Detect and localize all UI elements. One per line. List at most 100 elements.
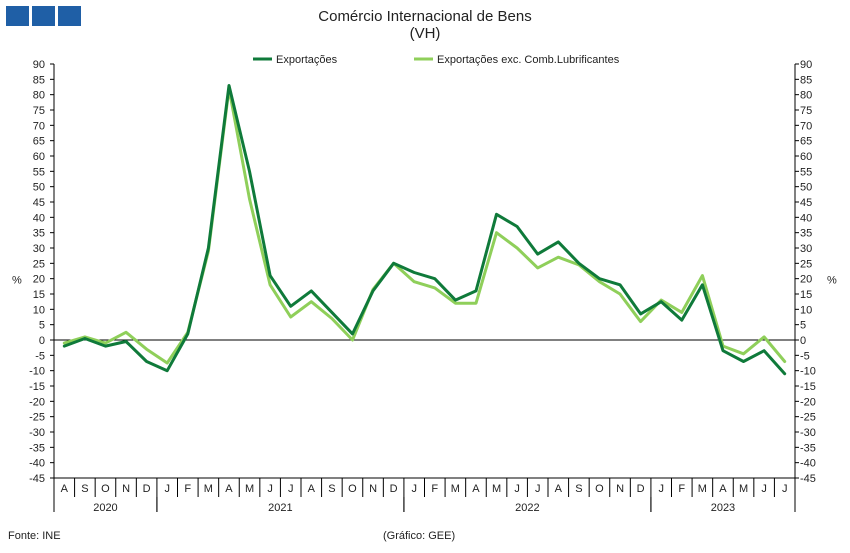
right-y-tick-label: 5: [800, 320, 806, 332]
x-tick-label: N: [616, 483, 624, 495]
left-y-tick-label: 80: [33, 90, 45, 102]
right-y-tick-label: 20: [800, 274, 812, 286]
chart-subtitle: (VH): [409, 25, 441, 42]
right-y-tick-label: 35: [800, 228, 812, 240]
left-y-tick-label: 70: [33, 120, 45, 132]
left-y-tick-label: 30: [33, 243, 45, 255]
x-year-label: 2023: [711, 502, 735, 514]
left-y-tick-label: 5: [39, 320, 45, 332]
x-tick-label: J: [761, 483, 767, 495]
series-line-exportacoes: [62, 84, 787, 376]
right-y-tick-label: 60: [800, 151, 812, 163]
left-y-tick-label: -35: [29, 442, 45, 454]
right-y-tick-label: 90: [800, 59, 812, 71]
left-y-tick-label: -10: [29, 366, 45, 378]
source-note: Fonte: INE: [8, 530, 61, 542]
left-y-tick-label: 90: [33, 59, 45, 71]
right-y-tick-label: 0: [800, 335, 806, 347]
legend-label-exportacoes-exc: Exportações exc. Comb.Lubrificantes: [437, 54, 620, 66]
left-y-tick-label: 20: [33, 274, 45, 286]
left-y-tick-label: 45: [33, 197, 45, 209]
right-y-tick-label: -35: [800, 442, 816, 454]
x-tick-label: J: [288, 483, 294, 495]
x-tick-label: M: [492, 483, 501, 495]
series-lines: [62, 84, 787, 376]
x-tick-label: M: [698, 483, 707, 495]
x-tick-label: F: [184, 483, 191, 495]
right-y-tick-label: 30: [800, 243, 812, 255]
right-y-tick-label: 50: [800, 182, 812, 194]
right-y-tick-label: 85: [800, 74, 812, 86]
left-y-tick-label: 25: [33, 258, 45, 270]
right-y-tick-label: 70: [800, 120, 812, 132]
x-tick-label: A: [719, 483, 727, 495]
x-tick-label: D: [637, 483, 645, 495]
right-y-tick-label: 45: [800, 197, 812, 209]
x-tick-label: A: [308, 483, 316, 495]
x-year-label: 2021: [268, 502, 292, 514]
left-y-tick-label: 10: [33, 304, 45, 316]
x-tick-label: S: [575, 483, 582, 495]
x-tick-label: M: [739, 483, 748, 495]
x-tick-label: M: [245, 483, 254, 495]
left-y-tick-label: -25: [29, 412, 45, 424]
x-tick-label: J: [411, 483, 417, 495]
left-y-tick-label: 50: [33, 182, 45, 194]
x-tick-label: A: [472, 483, 480, 495]
left-y-tick-label: -30: [29, 427, 45, 439]
x-year-label: 2020: [93, 502, 117, 514]
left-y-tick-label: 85: [33, 74, 45, 86]
right-y-tick-label: -15: [800, 381, 816, 393]
x-tick-label: M: [451, 483, 460, 495]
left-y-tick-label: 0: [39, 335, 45, 347]
x-tick-label: D: [143, 483, 151, 495]
left-y-tick-label: -15: [29, 381, 45, 393]
left-y-tick-label: 15: [33, 289, 45, 301]
x-tick-label: A: [555, 483, 563, 495]
left-y-tick-label: -45: [29, 473, 45, 485]
right-y-tick-label: -30: [800, 427, 816, 439]
x-tick-label: O: [101, 483, 110, 495]
x-tick-label: O: [595, 483, 604, 495]
x-tick-label: A: [61, 483, 69, 495]
x-tick-label: F: [431, 483, 438, 495]
right-y-tick-label: 80: [800, 90, 812, 102]
right-y-tick-label: -40: [800, 458, 816, 470]
x-tick-label: D: [390, 483, 398, 495]
axes: -45 -45 -40 -40 -35 -35 -30 -30 -25 -25 -20 -20 -15 -…: [12, 59, 837, 514]
right-y-tick-label: 55: [800, 166, 812, 178]
left-y-tick-label: 75: [33, 105, 45, 117]
x-tick-label: J: [267, 483, 273, 495]
credit-note: (Gráfico: GEE): [383, 530, 456, 542]
logo-square-3: [58, 6, 81, 26]
left-y-axis-label: %: [12, 275, 22, 287]
left-y-tick-label: 65: [33, 136, 45, 148]
legend-label-exportacoes: Exportações: [276, 54, 338, 66]
x-tick-label: S: [81, 483, 88, 495]
right-y-tick-label: 40: [800, 212, 812, 224]
x-tick-label: J: [514, 483, 520, 495]
right-y-axis-label: %: [827, 275, 837, 287]
right-y-tick-label: -10: [800, 366, 816, 378]
logo-square-1: [6, 6, 29, 26]
right-y-tick-label: 75: [800, 105, 812, 117]
chart-title: Comércio Internacional de Bens: [318, 8, 532, 25]
x-tick-label: F: [678, 483, 685, 495]
right-y-tick-label: 15: [800, 289, 812, 301]
x-tick-label: N: [369, 483, 377, 495]
left-y-tick-label: -5: [35, 350, 45, 362]
chart-title-block: Comércio Internacional de Bens (VH): [0, 8, 850, 42]
right-y-tick-label: -5: [800, 350, 810, 362]
x-tick-label: N: [122, 483, 130, 495]
right-y-tick-label: -45: [800, 473, 816, 485]
x-tick-label: S: [328, 483, 335, 495]
x-tick-label: J: [658, 483, 664, 495]
x-tick-label: A: [225, 483, 233, 495]
series-line-exportacoes-exc-comb: [62, 87, 787, 365]
left-y-tick-label: -20: [29, 396, 45, 408]
left-y-tick-label: 60: [33, 151, 45, 163]
x-tick-label: M: [204, 483, 213, 495]
right-y-tick-label: 10: [800, 304, 812, 316]
right-y-tick-label: -25: [800, 412, 816, 424]
